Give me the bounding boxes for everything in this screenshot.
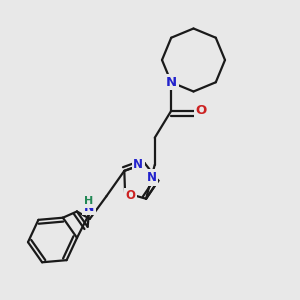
Text: O: O	[195, 104, 207, 117]
Text: O: O	[125, 189, 136, 202]
Text: N: N	[147, 171, 157, 184]
Text: H: H	[84, 196, 93, 206]
Text: N: N	[166, 76, 177, 89]
Text: N: N	[133, 158, 143, 171]
Text: N: N	[84, 201, 94, 214]
